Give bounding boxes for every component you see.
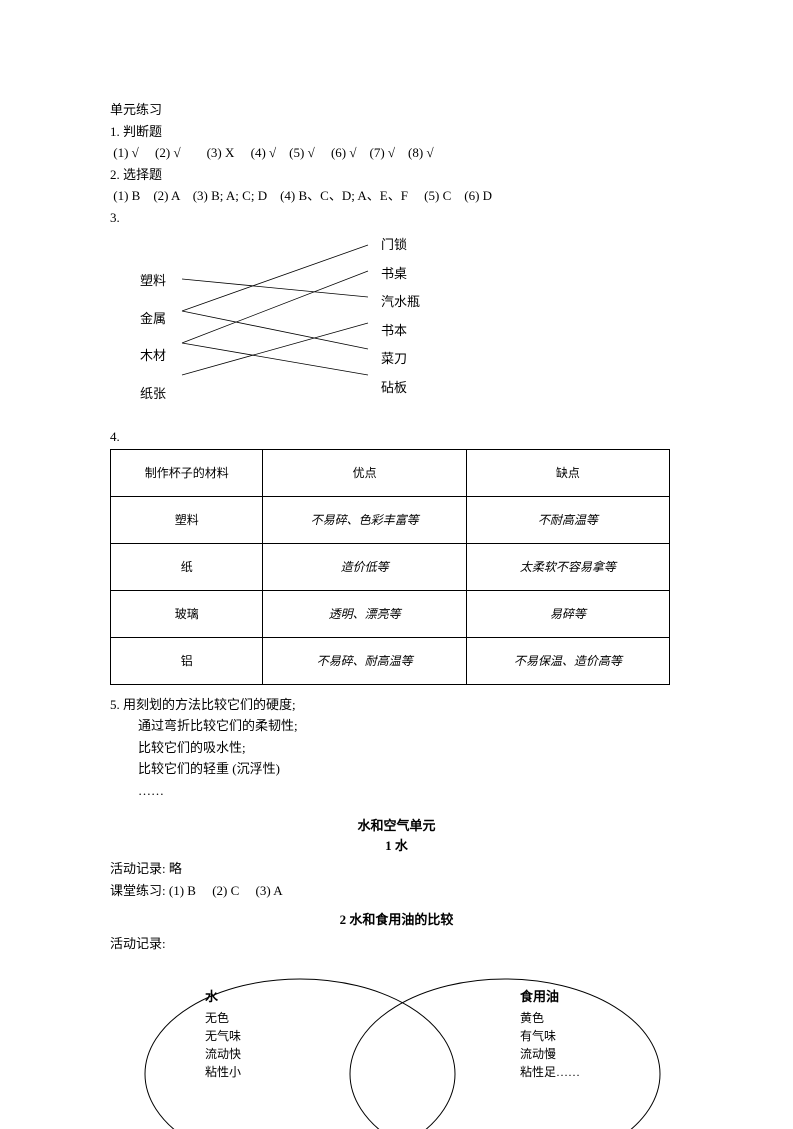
q2-label: 2. 选择题 [110,165,683,185]
q5-line-3: …… [138,781,683,801]
q5-indent-block: 通过弯折比较它们的柔韧性; 比较它们的吸水性; 比较它们的轻重 (沉浮性) …… [110,716,683,800]
match-right-1: 书桌 [381,264,420,284]
match-right-5: 砧板 [381,378,420,398]
material-table: 制作杯子的材料 优点 缺点 塑料 不易碎、色彩丰富等 不耐高温等 纸 造价低等 … [110,449,670,685]
activity1: 活动记录: 略 [110,859,683,879]
q1-label: 1. 判断题 [110,122,683,142]
table-row: 玻璃 透明、漂亮等 易碎等 [111,590,670,637]
matching-right-column: 门锁 书桌 汽水瓶 书本 菜刀 砧板 [381,235,420,397]
venn-left-title: 水 [205,987,241,1007]
practice1: 课堂练习: (1) B (2) C (3) A [110,881,683,901]
cell-cons-3: 不易保温、造价高等 [466,637,669,684]
match-right-3: 书本 [381,321,420,341]
q4-label: 4. [110,427,683,447]
venn-right-1: 有气味 [520,1027,580,1045]
venn-svg [110,959,670,1129]
q5-label: 5. 用刻划的方法比较它们的硬度; [110,695,683,715]
cell-pros-1: 造价低等 [263,543,466,590]
q5-line-1: 比较它们的吸水性; [138,738,683,758]
sub1-title: 1 水 [110,836,683,856]
match-right-4: 菜刀 [381,349,420,369]
venn-right-0: 黄色 [520,1009,580,1027]
match-right-2: 汽水瓶 [381,292,420,312]
match-left-1: 金属 [140,309,166,329]
table-row: 铝 不易碎、耐高温等 不易保温、造价高等 [111,637,670,684]
cell-pros-3: 不易碎、耐高温等 [263,637,466,684]
sub2-title: 2 水和食用油的比较 [110,910,683,930]
th-cons: 缺点 [466,449,669,496]
venn-right-3: 粘性足…… [520,1063,580,1081]
cell-material-1: 纸 [111,543,263,590]
table-row: 纸 造价低等 太柔软不容易拿等 [111,543,670,590]
match-left-3: 纸张 [140,384,166,404]
venn-right-title: 食用油 [520,987,580,1007]
unit-practice-title: 单元练习 [110,100,683,120]
venn-left-2: 流动快 [205,1045,241,1063]
venn-right-2: 流动慢 [520,1045,580,1063]
q5-line-0: 通过弯折比较它们的柔韧性; [138,716,683,736]
venn-left-block: 水 无色 无气味 流动快 粘性小 [205,987,241,1081]
venn-left-1: 无气味 [205,1027,241,1045]
venn-diagram: 水 无色 无气味 流动快 粘性小 食用油 黄色 有气味 流动慢 粘性足…… [110,959,670,1129]
match-left-2: 木材 [140,346,166,366]
cell-material-2: 玻璃 [111,590,263,637]
q5-line-2: 比较它们的轻重 (沉浮性) [138,759,683,779]
q1-answers-text: (1) √ (2) √ (3) X (4) √ (5) √ (6) √ (7) … [113,145,433,160]
th-pros: 优点 [263,449,466,496]
venn-left-3: 粘性小 [205,1063,241,1081]
q2-answers-text: (1) B (2) A (3) B; A; C; D (4) B、C、D; A、… [113,188,492,203]
venn-right-block: 食用油 黄色 有气味 流动慢 粘性足…… [520,987,580,1081]
match-right-0: 门锁 [381,235,420,255]
th-material: 制作杯子的材料 [111,449,263,496]
unit-title: 水和空气单元 [110,816,683,836]
cell-pros-2: 透明、漂亮等 [263,590,466,637]
cell-material-0: 塑料 [111,496,263,543]
cell-cons-0: 不耐高温等 [466,496,669,543]
matching-diagram: 塑料 金属 木材 纸张 门锁 书桌 汽水瓶 书本 菜刀 砧板 [140,235,460,425]
activity2: 活动记录: [110,934,683,954]
cell-pros-0: 不易碎、色彩丰富等 [263,496,466,543]
venn-left-0: 无色 [205,1009,241,1027]
matching-left-column: 塑料 金属 木材 纸张 [140,271,166,403]
match-left-0: 塑料 [140,271,166,291]
q2-answers: (1) B (2) A (3) B; A; C; D (4) B、C、D; A、… [110,186,683,206]
cell-material-3: 铝 [111,637,263,684]
cell-cons-1: 太柔软不容易拿等 [466,543,669,590]
cell-cons-2: 易碎等 [466,590,669,637]
q3-label: 3. [110,208,683,228]
q1-answers: (1) √ (2) √ (3) X (4) √ (5) √ (6) √ (7) … [110,143,683,163]
table-row: 塑料 不易碎、色彩丰富等 不耐高温等 [111,496,670,543]
table-header-row: 制作杯子的材料 优点 缺点 [111,449,670,496]
